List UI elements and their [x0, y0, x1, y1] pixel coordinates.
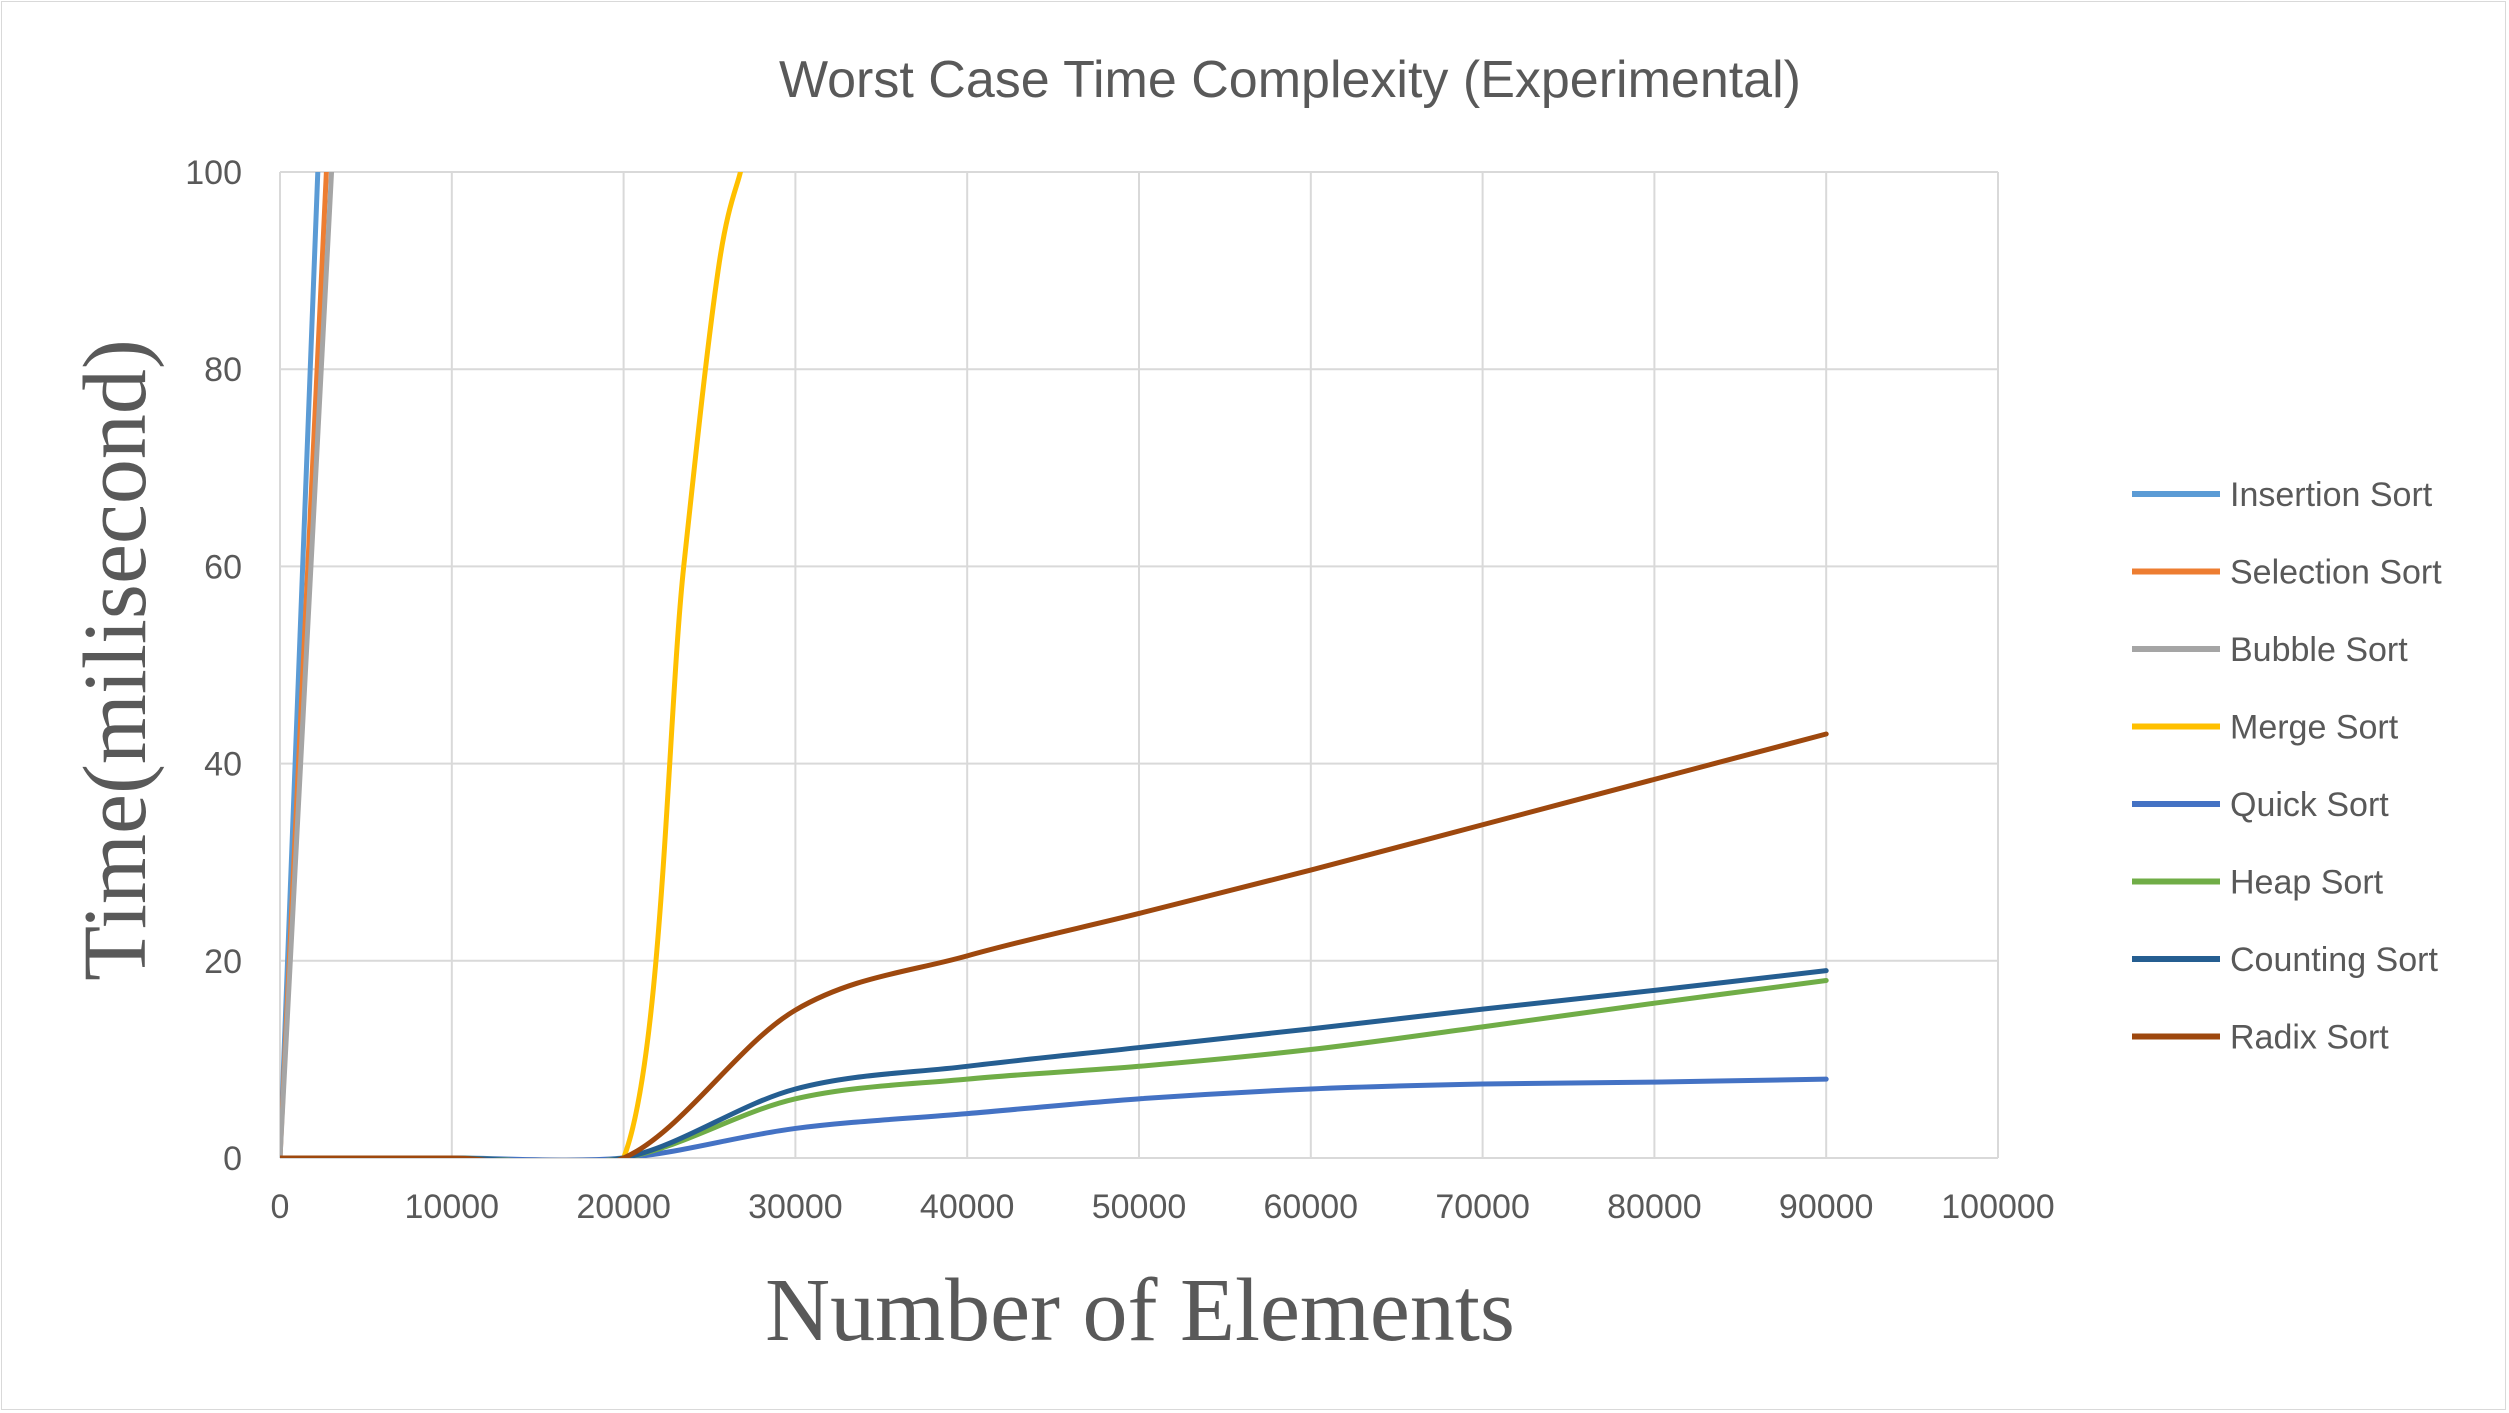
x-tick-label: 100000	[1941, 1188, 2054, 1226]
series-line-radix-sort	[280, 731, 1829, 1158]
y-axis-title: Time(milisecond)	[66, 339, 165, 981]
legend-label-merge-sort: Merge Sort	[2230, 709, 2399, 747]
y-tick-label: 60	[204, 548, 242, 586]
series-line-bubble-sort	[280, 172, 335, 1158]
y-tick-label: 40	[204, 746, 242, 784]
series-line-quick-sort	[280, 1076, 1829, 1158]
x-tick-label: 20000	[576, 1188, 671, 1226]
y-axis-tick-labels: 0 20 40 60 80 100	[185, 154, 242, 1178]
y-tick-label: 20	[204, 943, 242, 981]
x-tick-label: 50000	[1092, 1188, 1187, 1226]
series-line-heap-sort	[280, 978, 1829, 1158]
x-axis-title: Number of Elements	[765, 1261, 1515, 1360]
x-tick-label: 70000	[1435, 1188, 1530, 1226]
series-line-merge-sort	[280, 172, 743, 1158]
legend-label-radix-sort: Radix Sort	[2230, 1019, 2389, 1057]
legend-label-heap-sort: Heap Sort	[2230, 864, 2384, 902]
y-tick-label: 80	[204, 351, 242, 389]
legend-label-counting-sort: Counting Sort	[2230, 941, 2438, 979]
x-tick-label: 30000	[748, 1188, 843, 1226]
y-tick-label: 0	[223, 1140, 242, 1178]
x-tick-label: 60000	[1264, 1188, 1359, 1226]
legend-label-quick-sort: Quick Sort	[2230, 786, 2389, 824]
legend-label-selection-sort: Selection Sort	[2230, 554, 2442, 592]
chart-title: Worst Case Time Complexity (Experimental…	[779, 51, 1801, 109]
x-tick-label: 40000	[920, 1188, 1015, 1226]
x-tick-label: 10000	[405, 1188, 500, 1226]
legend: Insertion Sort Selection Sort Bubble Sort M…	[2132, 476, 2442, 1057]
x-tick-label: 90000	[1779, 1188, 1874, 1226]
x-axis-tick-labels: 0 10000 20000 30000 40000 50000 60000 70000 8000…	[271, 1188, 2055, 1226]
legend-label-insertion-sort: Insertion Sort	[2230, 476, 2433, 514]
y-tick-label: 100	[185, 154, 242, 192]
series-line-counting-sort	[280, 968, 1829, 1158]
x-tick-label: 0	[271, 1188, 290, 1226]
legend-label-bubble-sort: Bubble Sort	[2230, 631, 2408, 669]
x-tick-label: 80000	[1607, 1188, 1702, 1226]
gridlines	[279, 171, 1999, 1159]
series-lines	[280, 172, 1829, 1158]
